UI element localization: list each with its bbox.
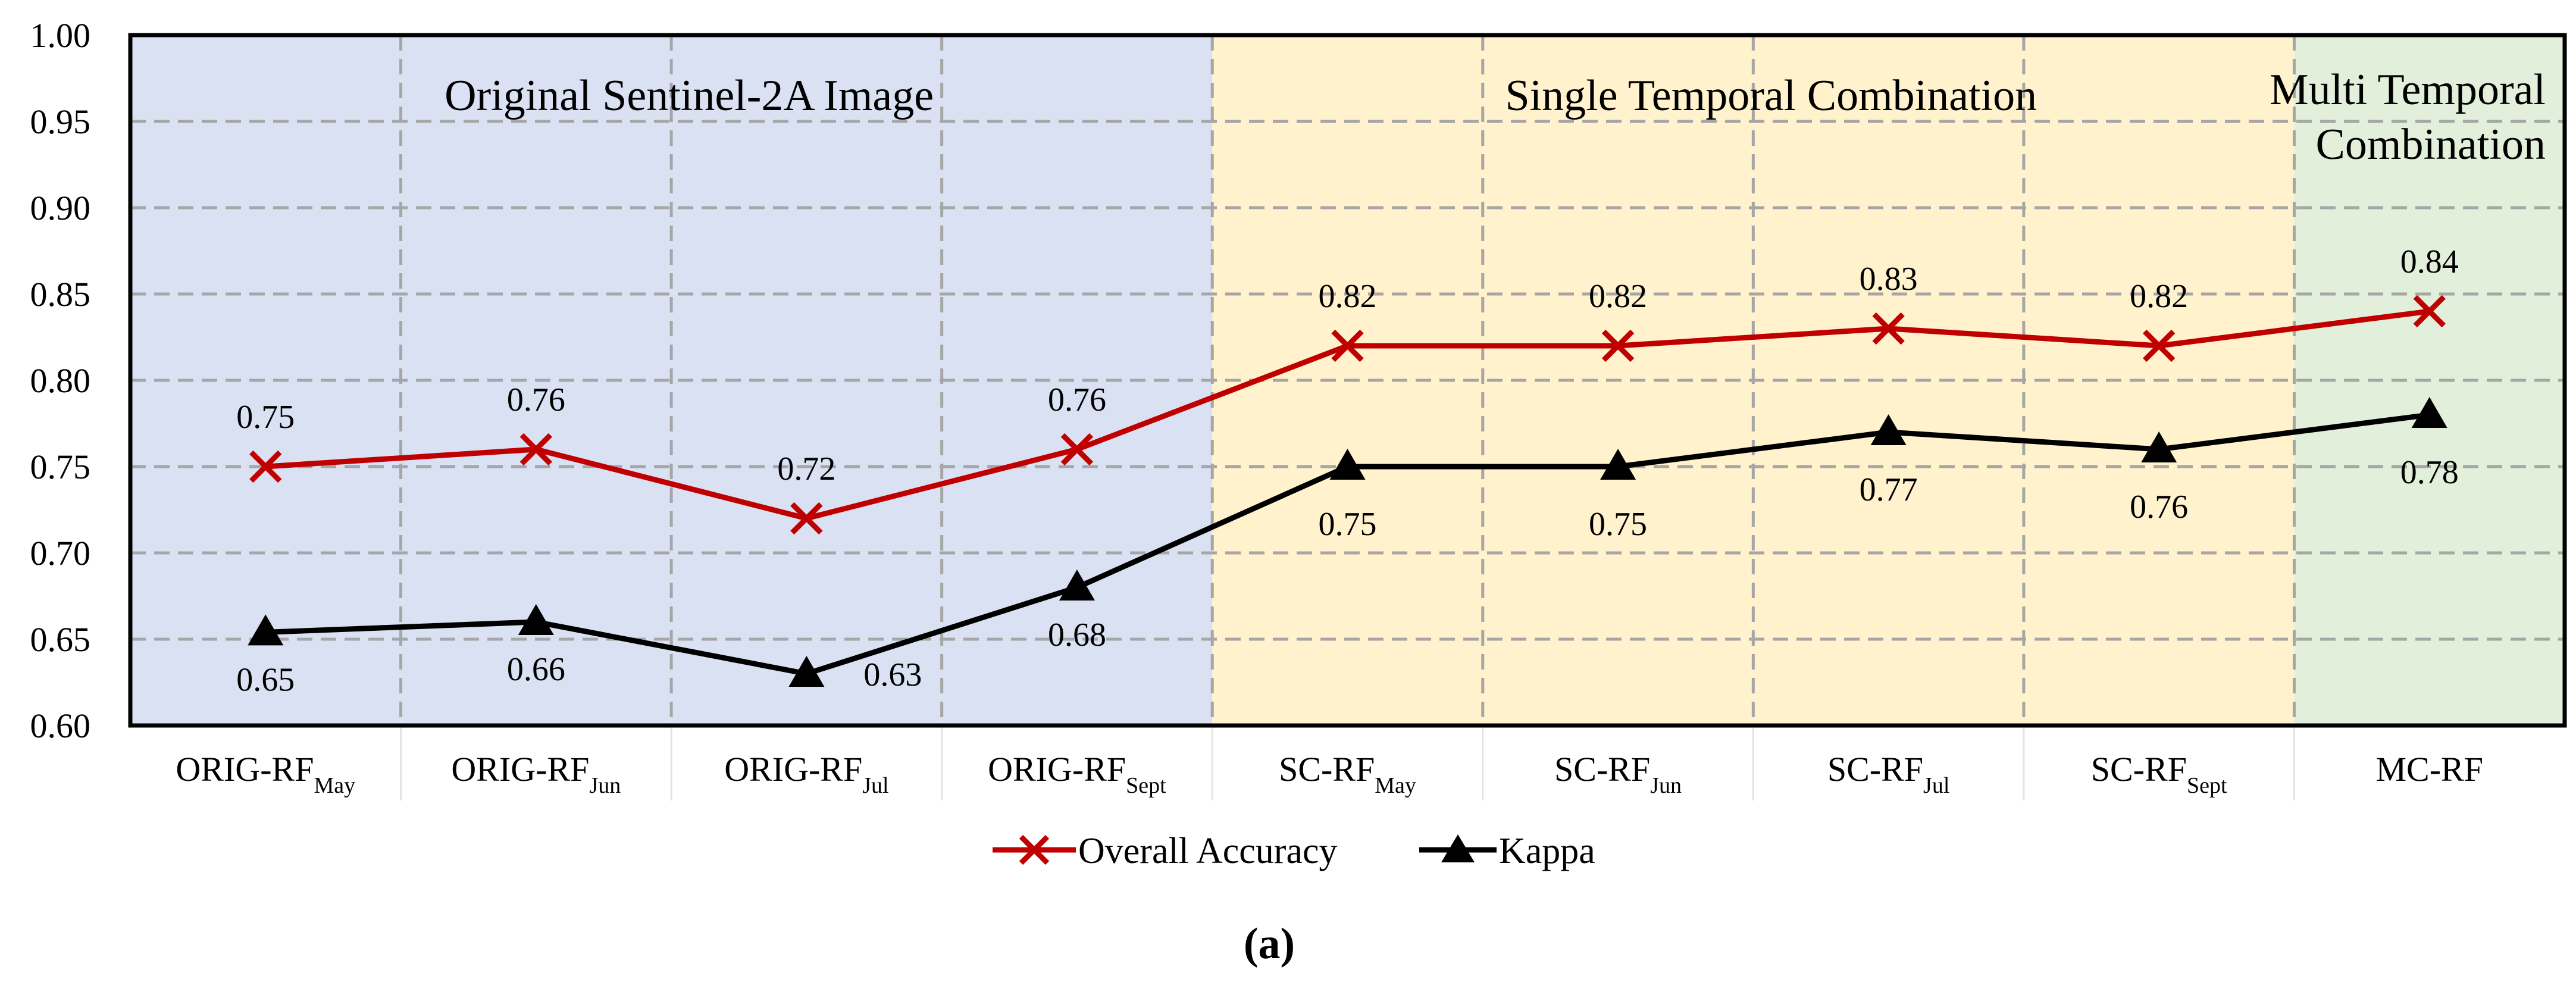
data-label-kappa: 0.63 [863,656,922,693]
data-point-kappa [2141,431,2177,462]
data-label-overall-accuracy: 0.83 [1860,261,1918,298]
legend: Overall Accuracy Kappa [993,831,1595,871]
y-tick-label: 0.75 [30,448,91,486]
region-title-2-line-1: Combination [2316,120,2546,169]
gridlines [130,35,2565,800]
y-tick-label: 0.95 [30,102,91,141]
y-tick-label: 0.90 [30,189,91,227]
region-title-2-line-0: Multi Temporal [2270,65,2546,114]
data-label-kappa: 0.76 [2130,489,2188,526]
data-label-overall-accuracy: 0.72 [777,451,835,487]
data-label-overall-accuracy: 0.82 [1589,278,1647,315]
data-label-overall-accuracy: 0.82 [2130,278,2188,315]
data-point-overall-accuracy [249,450,282,483]
data-label-kappa: 0.68 [1048,617,1106,653]
y-tick-label: 0.70 [30,534,91,573]
region-title-1-line-0: Single Temporal Combination [1505,71,2037,120]
region-title-0-line-0: Original Sentinel-2A Image [445,71,934,120]
data-point-kappa [518,604,554,635]
x-tick-label: SC-RFJun [1554,750,1682,798]
y-tick-label: 0.85 [30,275,91,314]
data-point-overall-accuracy [790,502,823,535]
legend-label-kappa: Kappa [1499,831,1595,871]
x-tick-label: SC-RFJul [1827,750,1950,798]
x-tick-label: MC-RF [2375,750,2483,789]
data-label-kappa: 0.77 [1860,471,1918,508]
axes: 0.60 0.65 0.70 0.75 0.80 0.85 0.90 0.95 1.00 ORIG… [30,16,2567,798]
data-point-kappa [788,656,825,687]
region-titles: Original Sentinel-2A Image Single Tempora… [445,65,2546,169]
y-tick-label: 0.80 [30,361,91,400]
data-label-overall-accuracy: 0.75 [236,399,295,436]
data-label-kappa: 0.75 [1589,506,1647,543]
data-point-kappa [1329,449,1366,480]
x-tick-label: ORIG-RFJun [451,750,621,798]
data-point-kappa [1870,414,1907,445]
data-label-overall-accuracy: 0.76 [1048,381,1106,418]
data-label-overall-accuracy: 0.82 [1319,278,1377,315]
x-tick-label: SC-RFMay [1279,750,1416,798]
data-label-kappa: 0.75 [1319,506,1377,543]
x-tick-label: SC-RFSept [2091,750,2227,798]
data-point-overall-accuracy [1872,312,1905,345]
x-tick-label: ORIG-RFMay [176,750,355,798]
data-point-overall-accuracy [2142,329,2176,362]
data-point-kappa [1059,570,1095,601]
data-label-overall-accuracy: 0.76 [507,381,565,418]
y-tick-label: 1.00 [30,16,91,55]
data-label-overall-accuracy: 0.84 [2400,243,2459,280]
legend-marker-overall-accuracy [1019,834,1050,865]
data-label-kappa: 0.78 [2400,454,2459,491]
data-point-overall-accuracy [1331,329,1364,362]
data-point-kappa [248,614,284,646]
x-tick-label: ORIG-RFJul [724,750,888,798]
legend-label-overall-accuracy: Overall Accuracy [1078,831,1337,871]
plot-frame [128,33,2567,728]
data-label-kappa: 0.65 [236,661,295,698]
data-point-overall-accuracy [1060,433,1094,466]
y-tick-label: 0.65 [30,620,91,659]
data-point-overall-accuracy [1601,329,1635,362]
data-point-kappa [2411,397,2447,428]
x-tick-label: ORIG-RFSept [988,750,1166,798]
y-tick-label: 0.60 [30,706,91,745]
data-point-kappa [1600,449,1636,480]
data-label-kappa: 0.66 [507,651,565,688]
data-point-overall-accuracy [519,433,553,466]
figure-caption: (a) [1244,920,1295,968]
series: 0.75 0.76 0.72 0.76 0.82 0.82 0.83 0.82 0.84 0.65… [236,243,2458,698]
legend-marker-kappa [1441,834,1475,862]
data-point-overall-accuracy [2413,295,2446,328]
